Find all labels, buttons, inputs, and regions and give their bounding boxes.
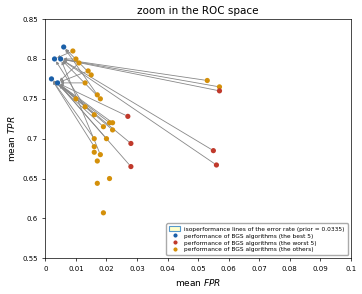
Point xyxy=(94,159,100,163)
Point xyxy=(91,150,97,155)
Point xyxy=(58,57,64,61)
Point xyxy=(82,81,88,85)
Point xyxy=(101,211,106,215)
Point xyxy=(128,164,134,169)
Point xyxy=(61,45,67,49)
Title: zoom in the ROC space: zoom in the ROC space xyxy=(137,6,259,16)
Point xyxy=(82,104,88,109)
Point xyxy=(91,112,97,117)
Point xyxy=(52,57,58,61)
Legend: isoperformance lines of the error rate (prior = 0.0335), performance of BGS algo: isoperformance lines of the error rate (… xyxy=(167,223,348,255)
Point xyxy=(73,57,79,61)
Point xyxy=(97,96,103,101)
Point xyxy=(49,76,54,81)
Point xyxy=(91,144,97,149)
Point xyxy=(128,141,134,146)
Point xyxy=(70,49,76,53)
Point xyxy=(73,96,79,101)
Point xyxy=(55,81,60,85)
Point xyxy=(214,163,219,167)
Point xyxy=(216,84,222,89)
Point xyxy=(216,88,222,93)
Point xyxy=(76,61,82,65)
Point xyxy=(94,93,100,97)
Point xyxy=(91,136,97,141)
Point xyxy=(88,73,94,77)
Point xyxy=(104,136,109,141)
Point xyxy=(94,181,100,186)
Point xyxy=(107,120,113,125)
Point xyxy=(110,128,115,132)
Point xyxy=(97,152,103,157)
Point xyxy=(205,78,210,83)
Y-axis label: mean $\it{TPR}$: mean $\it{TPR}$ xyxy=(5,115,17,162)
Point xyxy=(210,148,216,153)
X-axis label: mean $\it{FPR}$: mean $\it{FPR}$ xyxy=(175,278,221,288)
Point xyxy=(107,176,113,181)
Point xyxy=(85,69,91,73)
Point xyxy=(125,114,131,119)
Point xyxy=(110,120,115,125)
Point xyxy=(101,124,106,129)
